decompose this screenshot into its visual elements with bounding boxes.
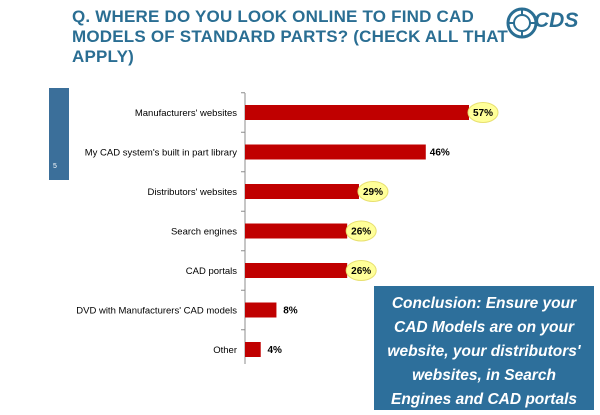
data-label: 57% xyxy=(473,108,493,119)
chart-title: Q. WHERE DO YOU LOOK ONLINE TO FIND CAD … xyxy=(72,7,509,66)
data-label: 26% xyxy=(351,227,371,238)
category-label: Distributors' websites xyxy=(148,187,238,198)
bar xyxy=(245,263,348,278)
category-label: My CAD system's built in part library xyxy=(85,148,238,159)
category-label: Other xyxy=(213,345,237,356)
logo-text: CDS xyxy=(534,9,579,32)
data-label: 4% xyxy=(267,345,282,356)
value-highlight xyxy=(345,220,377,242)
category-label: DVD with Manufacturers' CAD models xyxy=(76,306,237,317)
bar xyxy=(245,184,359,199)
bar xyxy=(245,302,277,318)
data-label: 29% xyxy=(363,187,383,198)
bar xyxy=(245,223,348,239)
cds-logo-icon xyxy=(506,7,538,39)
value-highlight xyxy=(345,260,377,281)
slide-number: 5 xyxy=(53,163,57,170)
bar xyxy=(245,144,426,160)
category-label: Manufacturers' websites xyxy=(135,108,237,119)
data-label: 26% xyxy=(351,266,371,277)
data-label: 8% xyxy=(283,306,298,317)
bar xyxy=(245,105,470,120)
category-label: Search engines xyxy=(171,227,237,238)
category-label: CAD portals xyxy=(186,266,237,277)
bar xyxy=(245,342,261,357)
value-highlight xyxy=(357,181,389,202)
value-highlight xyxy=(467,102,499,123)
data-label: 46% xyxy=(430,148,450,159)
conclusion-panel: Conclusion: Ensure your CAD Models are o… xyxy=(374,286,594,410)
slide-tab xyxy=(49,88,69,180)
